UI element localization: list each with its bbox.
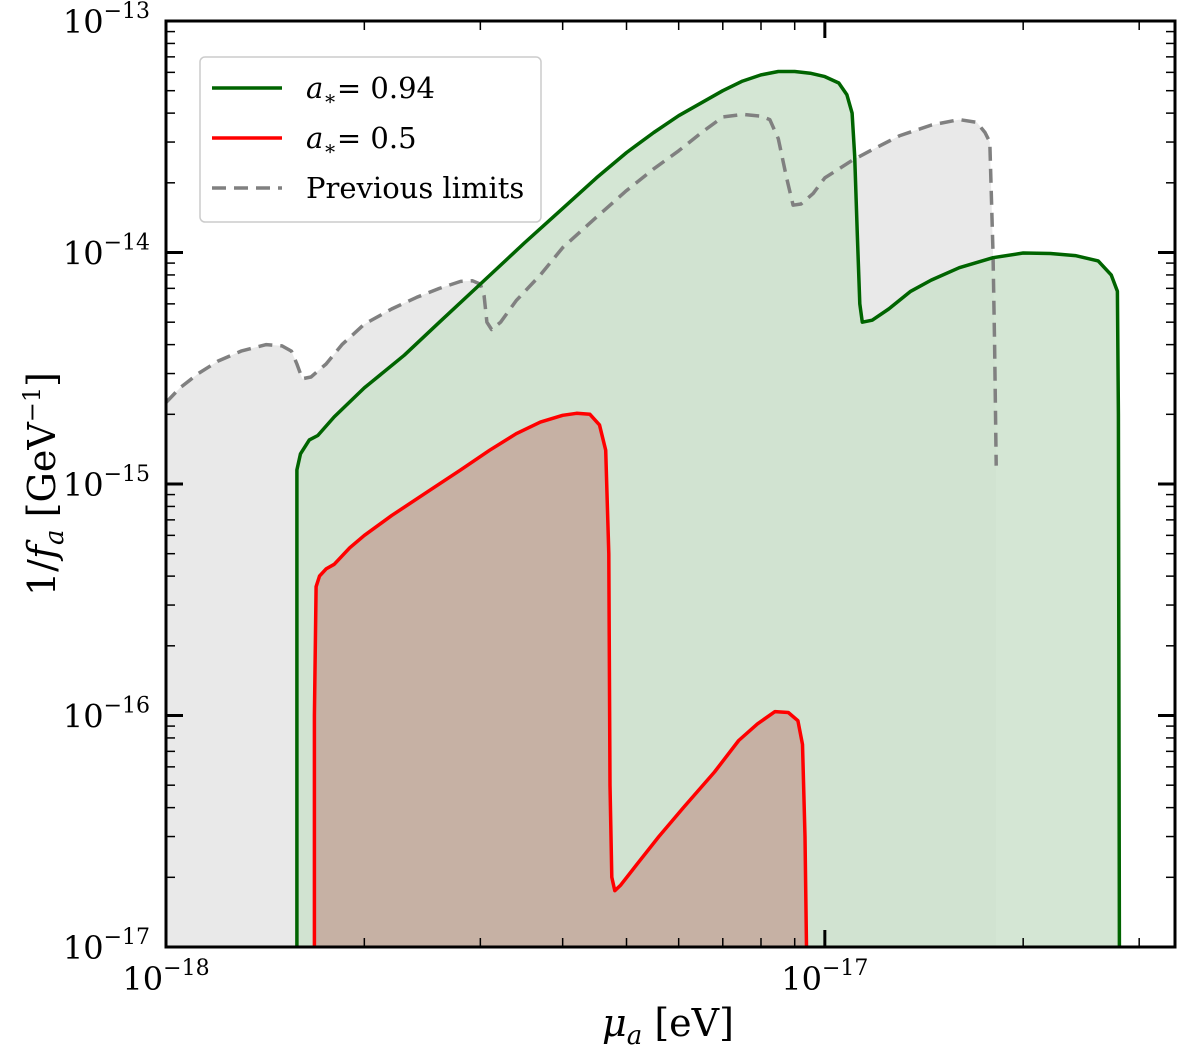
y-tick-label: 10−13 [63, 0, 150, 41]
series-line-1 [312, 411, 809, 947]
series-fill-1 [314, 413, 807, 947]
legend-label-2: Previous limits [306, 171, 524, 205]
y-axis-title: 1/fa [GeV−1] [18, 372, 70, 596]
y-tick-label: 10−17 [63, 925, 150, 967]
series-line-0 [295, 69, 1122, 947]
y-tick-labels: 10−17 10−16 10−15 10−14 10−13 [63, 0, 150, 967]
series-lines [166, 69, 1122, 947]
plot-frame [164, 19, 1177, 949]
y-tick-label: 10−15 [63, 462, 150, 504]
x-tick-label: 10−17 [781, 956, 868, 998]
y-tick-label: 10−16 [63, 694, 150, 736]
x-axis-title: μa [eV] [602, 1001, 734, 1051]
legend-label-0: a∗= 0.94 [306, 71, 435, 110]
legend-label-1: a∗= 0.5 [306, 121, 417, 160]
x-tick-label: 10−18 [122, 956, 209, 998]
legend: a∗= 0.94 a∗= 0.5 Previous limits [199, 56, 542, 223]
series-line-2 [166, 112, 998, 466]
x-tick-labels: 10−18 10−17 [122, 956, 868, 998]
legend-box [199, 56, 542, 223]
y-tick-label: 10−14 [63, 231, 150, 273]
